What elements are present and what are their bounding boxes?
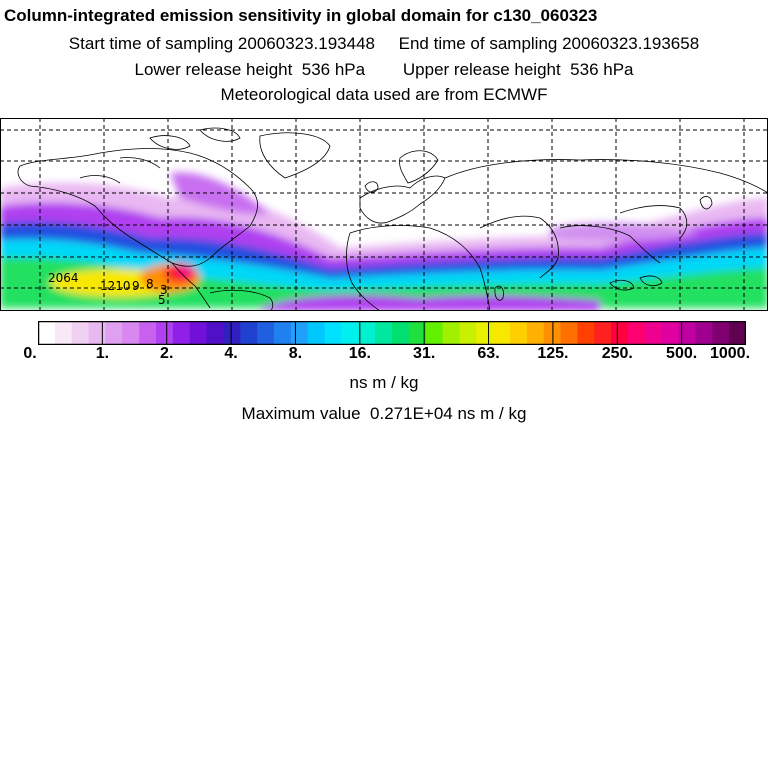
map-label: 3 xyxy=(160,283,168,297)
colorbar-segment xyxy=(105,321,123,345)
colorbar-segment xyxy=(712,321,730,345)
colorbar-segment xyxy=(695,321,713,345)
colorbar-frame xyxy=(38,321,746,345)
colorbar-ticks: 0. 1. 2. 4. 8. 16. 31. 63. 125. 250. 500. 1000. xyxy=(0,345,768,367)
colorbar-segment xyxy=(122,321,140,345)
colorbar-segment xyxy=(476,321,494,345)
colorbar-segment xyxy=(375,321,393,345)
map-label: 5 xyxy=(158,293,166,307)
colorbar-tick-label: 63. xyxy=(477,345,500,362)
colorbar-tick-label: 0. xyxy=(23,345,37,362)
colorbar-segment xyxy=(442,321,460,345)
colorbar-segment xyxy=(678,321,696,345)
sensitivity-field xyxy=(0,172,768,311)
colorbar-segment xyxy=(240,321,258,345)
colorbar-units: ns m / kg xyxy=(349,373,419,392)
colorbar-segment xyxy=(594,321,612,345)
maximum-value-line: Maximum value 0.271E+04 ns m / kg xyxy=(241,404,527,423)
colorbar-tick-label: 250. xyxy=(601,345,633,362)
colorbar-segment xyxy=(611,321,629,345)
colorbar-segment xyxy=(88,321,106,345)
colorbar-segment xyxy=(290,321,309,345)
colorbar-tick-label: 8. xyxy=(288,345,303,362)
colorbar-tick-label: 500. xyxy=(666,345,698,362)
colorbar-segment xyxy=(543,321,562,345)
map-title: Column-integrated emission sensitivity i… xyxy=(4,6,598,25)
colorbar-segment xyxy=(577,321,595,345)
colorbar-tick-label: 1. xyxy=(95,345,110,362)
colorbar-segment xyxy=(358,321,376,345)
colorbar-segment xyxy=(459,321,477,345)
colorbar-segment xyxy=(628,321,646,345)
colorbar-segment xyxy=(493,321,511,345)
colorbar-segment xyxy=(307,321,326,345)
colorbar-segment xyxy=(510,321,528,345)
map-label: 9 xyxy=(132,279,140,293)
map-labels: 2064 1210 9 8 3 5 xyxy=(48,271,168,307)
sampling-time-line: Start time of sampling 20060323.193448 E… xyxy=(68,34,700,53)
colorbar-tick-label: 125. xyxy=(537,345,569,362)
colorbar-segment xyxy=(257,321,275,345)
colorbar-segment xyxy=(425,321,444,345)
map-label: 1210 xyxy=(100,279,131,293)
colorbar-segment xyxy=(644,321,663,345)
map-label: 8 xyxy=(146,277,154,291)
colorbar-segment xyxy=(139,321,157,345)
colorbar-segment xyxy=(341,321,359,345)
colorbar-segment xyxy=(156,321,174,345)
colorbar-tick-label: 4. xyxy=(224,345,238,362)
colorbar-tick-label: 1000. xyxy=(709,345,751,362)
colorbar-segment xyxy=(54,321,73,345)
map-label: 2064 xyxy=(48,271,79,285)
colorbar-segment xyxy=(71,321,90,345)
coastlines xyxy=(17,127,768,311)
colorbar-tick-label: 31. xyxy=(413,345,436,362)
colorbar-segment xyxy=(223,321,241,345)
colorbar-segment xyxy=(274,321,292,345)
colorbar-segment xyxy=(661,321,680,345)
colorbar-segment xyxy=(189,321,208,345)
colorbar-segment xyxy=(172,321,191,345)
colorbar-tick-label: 16. xyxy=(348,345,371,362)
colorbar-segment xyxy=(560,321,578,345)
colorbar-tick-label: 2. xyxy=(160,345,174,362)
colorbar-segment xyxy=(392,321,410,345)
colorbar-segment xyxy=(324,321,342,345)
colorbar-segment xyxy=(206,321,224,345)
colorbar-segment xyxy=(408,321,427,345)
release-height-line: Lower release height 536 hPa Upper relea… xyxy=(134,60,634,79)
colorbar-segment xyxy=(526,321,545,345)
sensitivity-map: 2064 1210 9 8 3 5 xyxy=(0,118,768,311)
colorbar-segment xyxy=(38,321,56,345)
colorbar xyxy=(38,321,746,345)
colorbar-segment xyxy=(729,321,746,345)
met-data-line: Meteorological data used are from ECMWF xyxy=(220,85,548,104)
